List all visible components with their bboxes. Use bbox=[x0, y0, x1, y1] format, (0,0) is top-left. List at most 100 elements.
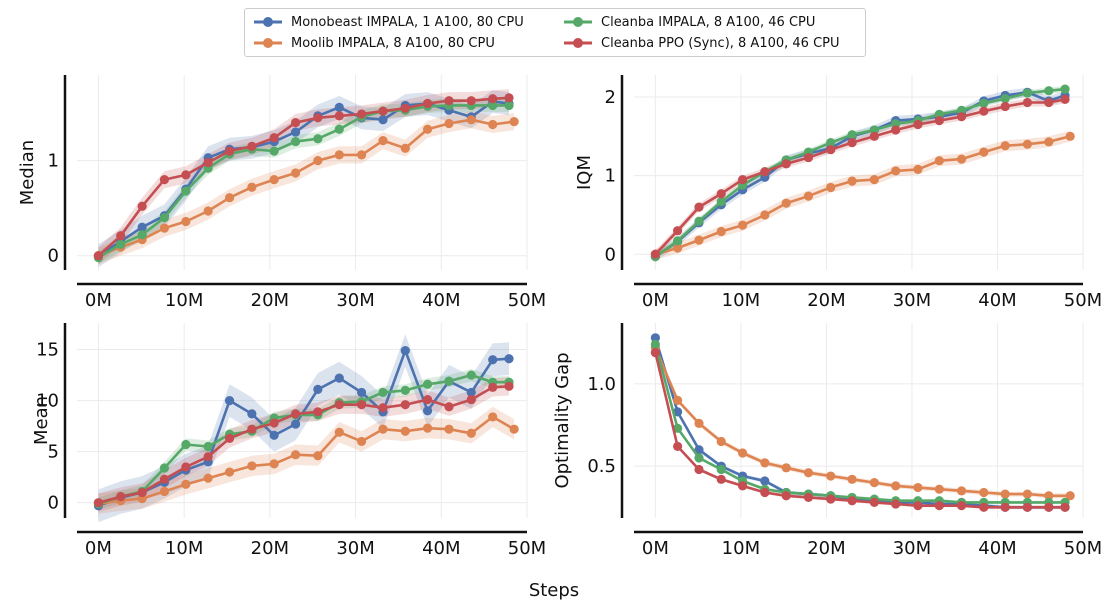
data-point-moolib-impala-8-a100-80-cpu bbox=[826, 182, 836, 193]
data-point-cleanba-ppo-sync-8-a100-46-cpu bbox=[116, 491, 126, 502]
data-point-cleanba-ppo-sync-8-a100-46-cpu bbox=[334, 400, 344, 410]
data-point-cleanba-ppo-sync-8-a100-46-cpu bbox=[504, 93, 514, 103]
data-point-cleanba-impala-8-a100-46-cpu bbox=[673, 236, 683, 246]
data-point-monobeast-impala-1-a100-80-cpu bbox=[673, 407, 683, 417]
y-tick-label: 0 bbox=[48, 493, 59, 514]
data-point-moolib-impala-8-a100-80-cpu bbox=[290, 168, 301, 178]
data-point-moolib-impala-8-a100-80-cpu bbox=[313, 451, 323, 461]
data-point-cleanba-impala-8-a100-46-cpu bbox=[313, 134, 323, 144]
data-point-cleanba-ppo-sync-8-a100-46-cpu bbox=[826, 494, 836, 504]
data-point-moolib-impala-8-a100-80-cpu bbox=[847, 176, 857, 186]
data-point-cleanba-ppo-sync-8-a100-46-cpu bbox=[760, 167, 770, 177]
x-tick-label: 20M bbox=[251, 538, 289, 559]
data-point-moolib-impala-8-a100-80-cpu bbox=[956, 486, 967, 496]
data-point-monobeast-impala-1-a100-80-cpu bbox=[400, 345, 410, 356]
data-point-moolib-impala-8-a100-80-cpu bbox=[247, 461, 257, 471]
data-point-cleanba-ppo-sync-8-a100-46-cpu bbox=[488, 382, 498, 392]
data-point-cleanba-impala-8-a100-46-cpu bbox=[137, 230, 147, 240]
data-point-cleanba-ppo-sync-8-a100-46-cpu bbox=[378, 403, 388, 413]
ci-band-cleanba-ppo-sync-8-a100-46-cpu bbox=[98, 377, 510, 512]
data-point-cleanba-ppo-sync-8-a100-46-cpu bbox=[760, 487, 770, 498]
data-point-cleanba-impala-8-a100-46-cpu bbox=[716, 464, 726, 475]
data-point-cleanba-ppo-sync-8-a100-46-cpu bbox=[956, 112, 967, 122]
data-point-cleanba-ppo-sync-8-a100-46-cpu bbox=[504, 381, 514, 391]
data-point-moolib-impala-8-a100-80-cpu bbox=[913, 482, 923, 493]
legend-swatch-moolib bbox=[254, 38, 282, 48]
data-point-cleanba-impala-8-a100-46-cpu bbox=[934, 109, 944, 119]
data-point-moolib-impala-8-a100-80-cpu bbox=[488, 412, 498, 422]
data-point-moolib-impala-8-a100-80-cpu bbox=[224, 193, 235, 203]
data-point-cleanba-ppo-sync-8-a100-46-cpu bbox=[694, 202, 704, 212]
data-point-cleanba-ppo-sync-8-a100-46-cpu bbox=[203, 157, 213, 168]
data-point-moolib-impala-8-a100-80-cpu bbox=[356, 436, 367, 447]
data-point-cleanba-impala-8-a100-46-cpu bbox=[181, 439, 191, 450]
y-tick-label: 10 bbox=[36, 391, 59, 412]
x-tick-label: 40M bbox=[978, 290, 1016, 311]
data-point-moolib-impala-8-a100-80-cpu bbox=[694, 235, 704, 245]
data-point-moolib-impala-8-a100-80-cpu bbox=[290, 450, 301, 460]
data-point-cleanba-ppo-sync-8-a100-46-cpu bbox=[137, 487, 147, 498]
data-point-moolib-impala-8-a100-80-cpu bbox=[781, 463, 791, 473]
data-point-cleanba-ppo-sync-8-a100-46-cpu bbox=[1044, 97, 1054, 108]
data-point-cleanba-ppo-sync-8-a100-46-cpu bbox=[356, 400, 367, 410]
data-point-cleanba-impala-8-a100-46-cpu bbox=[203, 441, 213, 452]
data-point-cleanba-impala-8-a100-46-cpu bbox=[979, 98, 989, 108]
data-point-moolib-impala-8-a100-80-cpu bbox=[803, 468, 814, 478]
x-tick-label: 30M bbox=[893, 290, 931, 311]
y-tick-label: 2 bbox=[605, 87, 616, 108]
legend-entry-cleanba-ppo: Cleanba PPO (Sync), 8 A100, 46 CPU bbox=[563, 33, 840, 53]
x-tick-label: 50M bbox=[508, 538, 546, 559]
data-point-cleanba-impala-8-a100-46-cpu bbox=[334, 124, 344, 134]
panel-median: 0M 10M 20M 30M 40M 50M 0 1 Median bbox=[17, 75, 546, 311]
data-point-cleanba-impala-8-a100-46-cpu bbox=[116, 239, 126, 249]
data-point-cleanba-ppo-sync-8-a100-46-cpu bbox=[781, 491, 791, 501]
ci-band-monobeast-impala-1-a100-80-cpu bbox=[655, 335, 1065, 510]
data-point-cleanba-impala-8-a100-46-cpu bbox=[181, 186, 191, 196]
data-point-cleanba-impala-8-a100-46-cpu bbox=[466, 370, 476, 380]
data-point-cleanba-ppo-sync-8-a100-46-cpu bbox=[400, 103, 410, 113]
x-axis-label: Steps bbox=[528, 580, 580, 601]
data-point-moolib-impala-8-a100-80-cpu bbox=[716, 436, 726, 447]
data-point-cleanba-impala-8-a100-46-cpu bbox=[422, 379, 433, 389]
data-point-monobeast-impala-1-a100-80-cpu bbox=[334, 373, 344, 383]
panel-iqm: 0M 10M 20M 30M 40M 50M 0 1 2 IQM bbox=[574, 75, 1102, 311]
data-point-moolib-impala-8-a100-80-cpu bbox=[488, 119, 498, 130]
data-point-moolib-impala-8-a100-80-cpu bbox=[891, 481, 901, 491]
x-tick-label: 40M bbox=[978, 538, 1016, 559]
data-point-cleanba-ppo-sync-8-a100-46-cpu bbox=[466, 394, 476, 405]
data-point-monobeast-impala-1-a100-80-cpu bbox=[269, 430, 279, 440]
data-point-cleanba-ppo-sync-8-a100-46-cpu bbox=[869, 131, 879, 141]
data-point-moolib-impala-8-a100-80-cpu bbox=[203, 206, 213, 216]
data-point-moolib-impala-8-a100-80-cpu bbox=[444, 118, 454, 129]
data-point-monobeast-impala-1-a100-80-cpu bbox=[422, 406, 433, 416]
series-line-moolib-impala-8-a100-80-cpu bbox=[654, 347, 1071, 498]
data-point-cleanba-ppo-sync-8-a100-46-cpu bbox=[224, 146, 235, 156]
data-point-cleanba-ppo-sync-8-a100-46-cpu bbox=[422, 394, 433, 405]
data-point-moolib-impala-8-a100-80-cpu bbox=[673, 395, 683, 405]
data-point-moolib-impala-8-a100-80-cpu bbox=[400, 143, 410, 153]
x-tick-label: 50M bbox=[1064, 290, 1102, 311]
data-point-cleanba-ppo-sync-8-a100-46-cpu bbox=[956, 501, 967, 511]
data-point-monobeast-impala-1-a100-80-cpu bbox=[378, 115, 388, 125]
data-point-cleanba-ppo-sync-8-a100-46-cpu bbox=[444, 402, 454, 412]
data-point-cleanba-ppo-sync-8-a100-46-cpu bbox=[93, 251, 104, 261]
data-point-monobeast-impala-1-a100-80-cpu bbox=[356, 387, 367, 398]
x-tick-label: 50M bbox=[508, 290, 546, 311]
data-point-cleanba-ppo-sync-8-a100-46-cpu bbox=[203, 452, 213, 462]
data-point-cleanba-impala-8-a100-46-cpu bbox=[694, 453, 704, 463]
data-point-moolib-impala-8-a100-80-cpu bbox=[716, 226, 726, 237]
legend: Monobeast IMPALA, 1 A100, 80 CPU Moolib … bbox=[244, 8, 866, 57]
data-point-cleanba-ppo-sync-8-a100-46-cpu bbox=[1060, 502, 1070, 512]
data-point-moolib-impala-8-a100-80-cpu bbox=[1022, 489, 1033, 499]
x-tick-label: 0M bbox=[85, 538, 112, 559]
legend-label-moolib: Moolib IMPALA, 8 A100, 80 CPU bbox=[291, 35, 495, 51]
data-point-cleanba-ppo-sync-8-a100-46-cpu bbox=[93, 498, 104, 508]
data-point-moolib-impala-8-a100-80-cpu bbox=[760, 210, 770, 220]
data-point-moolib-impala-8-a100-80-cpu bbox=[181, 216, 191, 227]
x-tick-label: 50M bbox=[1064, 538, 1102, 559]
data-point-moolib-impala-8-a100-80-cpu bbox=[400, 426, 410, 436]
data-point-cleanba-ppo-sync-8-a100-46-cpu bbox=[847, 138, 857, 148]
data-point-cleanba-impala-8-a100-46-cpu bbox=[956, 105, 967, 115]
data-point-moolib-impala-8-a100-80-cpu bbox=[934, 156, 944, 166]
data-point-moolib-impala-8-a100-80-cpu bbox=[181, 479, 191, 489]
